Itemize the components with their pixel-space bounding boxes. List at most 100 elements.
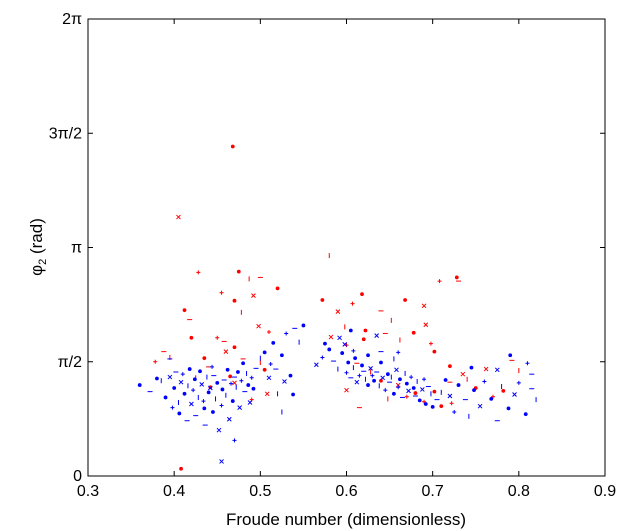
- data-point: [417, 398, 422, 403]
- data-point: [246, 383, 251, 387]
- data-point: [430, 405, 435, 409]
- data-point: [337, 335, 342, 341]
- y-axis-label-main: φ: [27, 265, 46, 276]
- data-point: [216, 427, 222, 433]
- data-points: [137, 144, 537, 471]
- data-point: [395, 382, 401, 388]
- data-point: [226, 416, 232, 422]
- data-point: [201, 399, 206, 404]
- data-point: [419, 387, 425, 392]
- data-point: [323, 341, 327, 346]
- data-point: [354, 379, 360, 385]
- y-tick-label: π: [71, 240, 82, 257]
- data-point: [219, 403, 224, 408]
- data-point: [202, 356, 207, 361]
- data-point: [394, 367, 399, 373]
- data-point: [189, 335, 194, 340]
- data-point: [230, 144, 235, 149]
- data-point: [398, 377, 402, 382]
- y-axis-label: φ2 (rad): [27, 218, 49, 276]
- data-point: [262, 350, 267, 355]
- data-point: [301, 323, 306, 328]
- axis-ticks: [87, 18, 606, 477]
- data-point: [494, 367, 500, 373]
- data-point: [360, 363, 364, 368]
- data-point: [501, 389, 506, 393]
- data-point: [271, 340, 276, 345]
- data-point: [360, 292, 364, 297]
- data-point: [232, 438, 237, 443]
- data-point: [182, 391, 187, 396]
- data-point: [404, 394, 409, 399]
- data-point: [223, 349, 229, 354]
- data-point: [262, 367, 267, 372]
- data-point: [411, 330, 416, 335]
- data-point: [406, 388, 411, 394]
- data-point: [357, 373, 362, 378]
- x-tick-label: 0.4: [163, 483, 185, 500]
- data-point: [220, 387, 225, 392]
- data-point: [421, 303, 427, 309]
- data-point: [187, 367, 192, 371]
- y-axis-label-subscript: 2: [37, 259, 49, 265]
- data-point: [403, 298, 407, 302]
- data-point: [366, 383, 370, 387]
- data-point: [456, 383, 461, 387]
- data-point: [236, 269, 241, 274]
- data-point: [340, 351, 345, 355]
- x-tick-label: 0.8: [508, 483, 530, 500]
- data-point: [396, 385, 401, 390]
- data-point: [237, 405, 243, 410]
- data-point: [460, 371, 466, 377]
- data-point: [422, 399, 427, 404]
- data-point: [346, 360, 351, 365]
- x-tick-label: 0.3: [77, 483, 99, 500]
- data-point: [192, 377, 197, 382]
- data-point: [208, 385, 213, 390]
- y-axis-label-unit: (rad): [27, 218, 46, 259]
- data-point: [342, 341, 348, 347]
- data-point: [353, 356, 358, 361]
- data-point: [454, 275, 459, 280]
- data-point: [449, 401, 454, 406]
- data-point: [508, 353, 513, 358]
- data-point: [313, 362, 319, 368]
- data-point: [320, 355, 325, 360]
- data-point: [211, 410, 215, 414]
- data-point: [379, 378, 383, 383]
- data-point: [232, 345, 237, 350]
- data-point: [370, 373, 375, 378]
- data-point: [452, 409, 457, 414]
- data-point: [137, 383, 142, 387]
- data-point: [432, 349, 437, 354]
- data-point: [439, 404, 444, 409]
- data-point: [472, 388, 476, 393]
- plot-frame: [87, 18, 606, 477]
- data-point: [264, 391, 270, 397]
- data-point: [291, 392, 295, 397]
- data-point: [172, 386, 177, 390]
- data-point: [350, 301, 355, 306]
- data-point: [251, 386, 256, 391]
- data-point: [163, 395, 168, 400]
- data-point: [320, 298, 325, 302]
- data-point: [178, 379, 184, 385]
- data-point: [176, 214, 181, 220]
- data-point: [483, 366, 489, 372]
- data-point: [437, 279, 442, 284]
- data-point: [506, 406, 511, 411]
- data-point: [275, 286, 280, 291]
- data-point: [247, 400, 253, 405]
- data-point: [344, 370, 349, 375]
- x-tick-labels: 0.3 0.4 0.5 0.6 0.7 0.8 0.9: [77, 483, 616, 500]
- data-point: [344, 387, 349, 393]
- data-point: [489, 397, 494, 401]
- data-point: [182, 308, 187, 313]
- data-point: [361, 337, 366, 342]
- data-point: [230, 399, 235, 403]
- data-point: [179, 466, 183, 471]
- data-point: [490, 394, 495, 399]
- data-point: [391, 391, 396, 396]
- data-point: [215, 381, 220, 385]
- data-point: [266, 329, 271, 334]
